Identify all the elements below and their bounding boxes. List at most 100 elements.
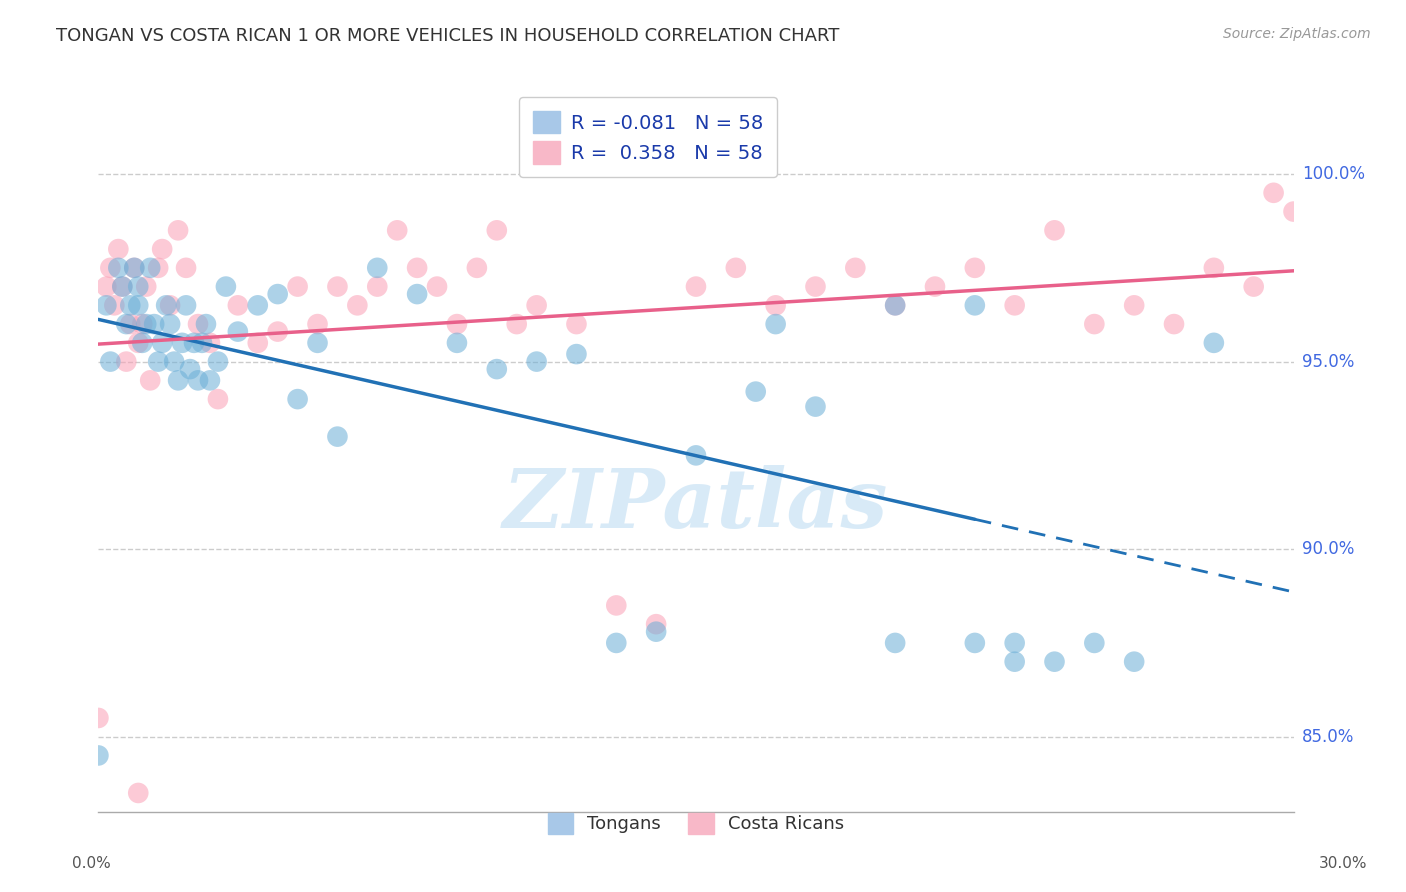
- Point: [148, 354, 170, 368]
- Point: [96, 279, 118, 293]
- Point: [506, 317, 529, 331]
- Point: [1043, 655, 1066, 669]
- Point: [187, 317, 209, 331]
- Point: [103, 298, 125, 312]
- Point: [326, 279, 349, 293]
- Point: [246, 335, 269, 350]
- Point: [366, 279, 388, 293]
- Point: [267, 325, 290, 339]
- Point: [884, 298, 907, 312]
- Point: [963, 636, 986, 650]
- Point: [127, 335, 149, 350]
- Point: [1202, 260, 1225, 275]
- Point: [526, 354, 548, 368]
- Point: [307, 317, 329, 331]
- Point: [924, 279, 946, 293]
- Point: [131, 335, 153, 350]
- Point: [1123, 655, 1146, 669]
- Point: [605, 636, 627, 650]
- Point: [191, 335, 214, 350]
- Point: [127, 279, 149, 293]
- Point: [485, 223, 508, 237]
- Point: [446, 317, 468, 331]
- Point: [124, 260, 146, 275]
- Point: [1043, 223, 1066, 237]
- Legend: Tongans, Costa Ricans: Tongans, Costa Ricans: [538, 804, 853, 843]
- Point: [326, 429, 349, 443]
- Point: [1202, 335, 1225, 350]
- Point: [127, 298, 149, 312]
- Point: [167, 373, 190, 387]
- Point: [1083, 317, 1105, 331]
- Point: [87, 748, 110, 763]
- Point: [98, 260, 122, 275]
- Point: [198, 373, 221, 387]
- Text: 100.0%: 100.0%: [1302, 165, 1365, 183]
- Point: [111, 279, 134, 293]
- Point: [1282, 204, 1305, 219]
- Point: [215, 279, 238, 293]
- Point: [406, 287, 429, 301]
- Point: [143, 317, 166, 331]
- Point: [107, 242, 129, 256]
- Point: [111, 279, 134, 293]
- Point: [1163, 317, 1185, 331]
- Point: [1004, 636, 1026, 650]
- Point: [1004, 655, 1026, 669]
- Point: [115, 354, 138, 368]
- Point: [96, 298, 118, 312]
- Point: [1263, 186, 1285, 200]
- Point: [159, 298, 181, 312]
- Text: ZIPatlas: ZIPatlas: [503, 465, 889, 544]
- Point: [287, 392, 309, 406]
- Point: [174, 260, 197, 275]
- Point: [1123, 298, 1146, 312]
- Text: 0.0%: 0.0%: [72, 856, 111, 871]
- Point: [207, 392, 229, 406]
- Point: [844, 260, 866, 275]
- Point: [155, 298, 177, 312]
- Point: [183, 335, 205, 350]
- Point: [246, 298, 269, 312]
- Point: [124, 260, 146, 275]
- Point: [87, 711, 110, 725]
- Point: [163, 354, 186, 368]
- Text: 90.0%: 90.0%: [1302, 541, 1354, 558]
- Point: [139, 260, 162, 275]
- Point: [1083, 636, 1105, 650]
- Point: [565, 317, 588, 331]
- Point: [963, 260, 986, 275]
- Text: 95.0%: 95.0%: [1302, 352, 1354, 370]
- Point: [963, 298, 986, 312]
- Point: [884, 298, 907, 312]
- Point: [226, 298, 249, 312]
- Point: [307, 335, 329, 350]
- Point: [446, 335, 468, 350]
- Point: [198, 335, 221, 350]
- Point: [195, 317, 218, 331]
- Text: 30.0%: 30.0%: [1319, 856, 1367, 871]
- Point: [207, 354, 229, 368]
- Point: [174, 298, 197, 312]
- Point: [406, 260, 429, 275]
- Point: [115, 317, 138, 331]
- Point: [139, 373, 162, 387]
- Point: [465, 260, 488, 275]
- Point: [187, 373, 209, 387]
- Point: [804, 400, 827, 414]
- Text: TONGAN VS COSTA RICAN 1 OR MORE VEHICLES IN HOUSEHOLD CORRELATION CHART: TONGAN VS COSTA RICAN 1 OR MORE VEHICLES…: [56, 27, 839, 45]
- Point: [724, 260, 747, 275]
- Point: [765, 317, 787, 331]
- Text: 85.0%: 85.0%: [1302, 728, 1354, 746]
- Point: [159, 317, 181, 331]
- Point: [135, 317, 157, 331]
- Point: [1004, 298, 1026, 312]
- Point: [645, 624, 668, 639]
- Point: [167, 223, 190, 237]
- Point: [120, 298, 142, 312]
- Point: [179, 362, 201, 376]
- Point: [120, 317, 142, 331]
- Point: [645, 617, 668, 632]
- Point: [526, 298, 548, 312]
- Point: [150, 335, 173, 350]
